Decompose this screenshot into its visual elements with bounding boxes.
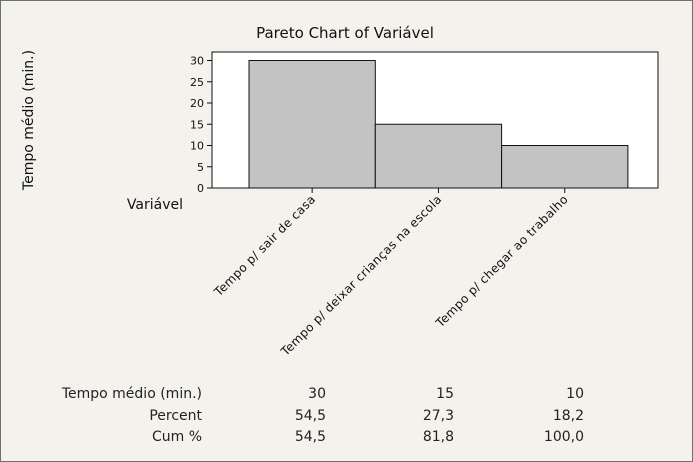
table-cell: 81,8 bbox=[423, 429, 454, 445]
table-cell: 54,5 bbox=[295, 429, 326, 445]
table-row-label: Percent bbox=[149, 408, 202, 424]
x-category-label: Tempo p/ chegar ao trabalho bbox=[432, 192, 570, 330]
x-axis-label: Variável bbox=[127, 197, 183, 213]
table-cell: 30 bbox=[308, 386, 326, 402]
table-row-label: Tempo médio (min.) bbox=[61, 386, 202, 402]
y-axis: 0 5 10 15 20 25 30 bbox=[190, 55, 212, 195]
y-tick-label: 20 bbox=[190, 97, 204, 110]
table-cell: 15 bbox=[436, 386, 454, 402]
y-tick-label: 15 bbox=[190, 118, 204, 131]
bar bbox=[248, 60, 376, 189]
y-tick-label: 25 bbox=[190, 76, 204, 89]
y-tick-label: 0 bbox=[197, 182, 204, 195]
x-category-label: Tempo p/ sair de casa bbox=[211, 192, 318, 299]
table-cell: 27,3 bbox=[423, 408, 454, 424]
y-tick-label: 30 bbox=[190, 55, 204, 68]
table-cell: 54,5 bbox=[295, 408, 326, 424]
bar bbox=[501, 145, 629, 189]
chart-title: Pareto Chart of Variável bbox=[256, 24, 434, 42]
table-cell: 100,0 bbox=[544, 429, 584, 445]
bar bbox=[374, 123, 503, 189]
y-tick-label: 10 bbox=[190, 140, 204, 153]
table-cell: 18,2 bbox=[553, 408, 584, 424]
table-cell: 10 bbox=[566, 386, 584, 402]
bars bbox=[248, 60, 629, 189]
pareto-table: Tempo médio (min.) 30 15 10 Percent 54,5 27,3 1… bbox=[61, 386, 584, 445]
y-tick-label: 5 bbox=[197, 161, 204, 174]
y-axis-label: Tempo médio (min.) bbox=[21, 50, 37, 191]
table-row-label: Cum % bbox=[152, 429, 202, 445]
